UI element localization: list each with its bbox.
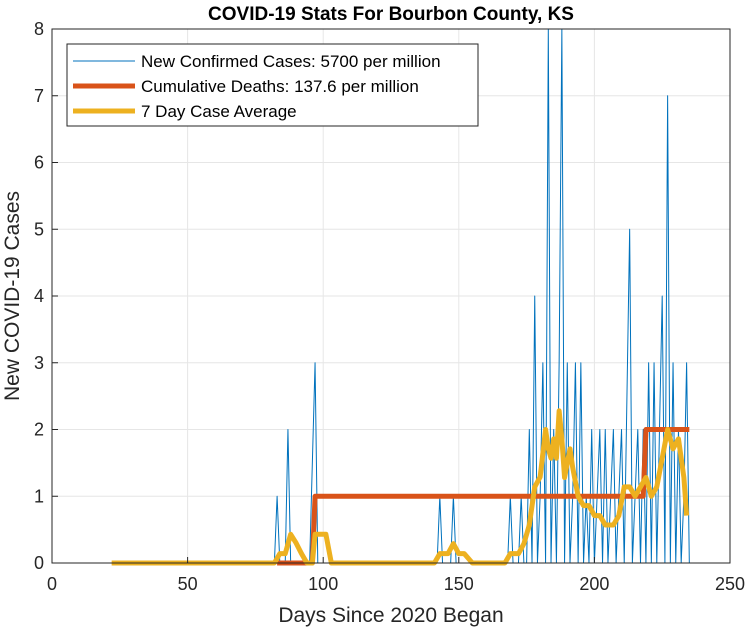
x-tick-label: 100 — [308, 574, 338, 594]
x-tick-label: 250 — [715, 574, 745, 594]
legend: New Confirmed Cases: 5700 per million Cum… — [66, 43, 479, 127]
y-tick-label: 6 — [34, 153, 44, 173]
series-7-day-average-line — [111, 408, 690, 566]
y-tick-label: 5 — [34, 219, 44, 239]
y-axis-label: New COVID-19 Cases — [1, 191, 24, 401]
ticks: 0 50 100 150 200 250 0 1 2 3 4 5 6 7 8 — [34, 19, 745, 594]
legend-entry-label: 7 Day Case Average — [141, 102, 297, 121]
legend-box — [66, 43, 479, 127]
x-tick-label: 200 — [579, 574, 609, 594]
x-tick-label: 0 — [47, 574, 57, 594]
chart-title: COVID-19 Stats For Bourbon County, KS — [208, 4, 574, 25]
x-tick-label: 50 — [178, 574, 198, 594]
y-tick-label: 1 — [34, 486, 44, 506]
y-tick-label: 3 — [34, 353, 44, 373]
y-tick-label: 7 — [34, 86, 44, 106]
x-tick-label: 150 — [444, 574, 474, 594]
y-tick-label: 8 — [34, 19, 44, 39]
legend-entry-label: Cumulative Deaths: 137.6 per million — [141, 77, 419, 96]
y-tick-label: 4 — [34, 286, 44, 306]
x-axis-label: Days Since 2020 Began — [278, 604, 503, 627]
y-tick-label: 2 — [34, 420, 44, 440]
y-tick-label: 0 — [34, 553, 44, 573]
legend-entry-label: New Confirmed Cases: 5700 per million — [141, 52, 441, 71]
